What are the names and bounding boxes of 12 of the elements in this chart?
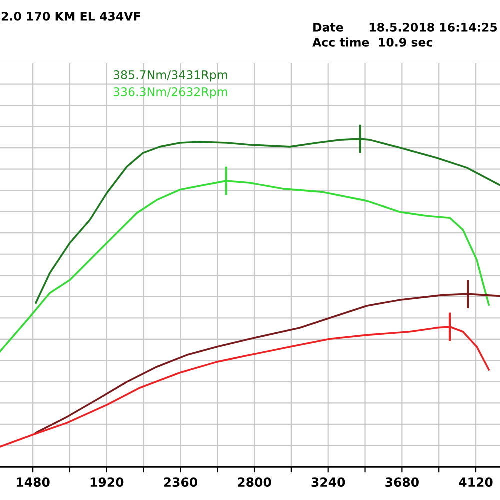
text: 336.3Nm/2632Rpm (114, 87, 228, 99)
x-tick-label: 2800 (238, 478, 272, 488)
chart-title: 2.0 170 KM EL 434VF (2, 12, 140, 21)
x-tick-label: 2360 (164, 478, 198, 488)
text: Date 18.5.2018 16:14:25 (314, 22, 498, 32)
x-tick-label: 3680 (386, 478, 419, 488)
x-tick-label: 4120 (459, 478, 493, 488)
text: 385.7Nm/3431Rpm (114, 70, 228, 82)
x-tick-label: 3240 (312, 478, 346, 488)
x-tick-label: 1480 (17, 478, 50, 488)
x-tick-label: 1920 (90, 478, 124, 488)
text: Acc time 10.9 sec (312, 38, 432, 47)
